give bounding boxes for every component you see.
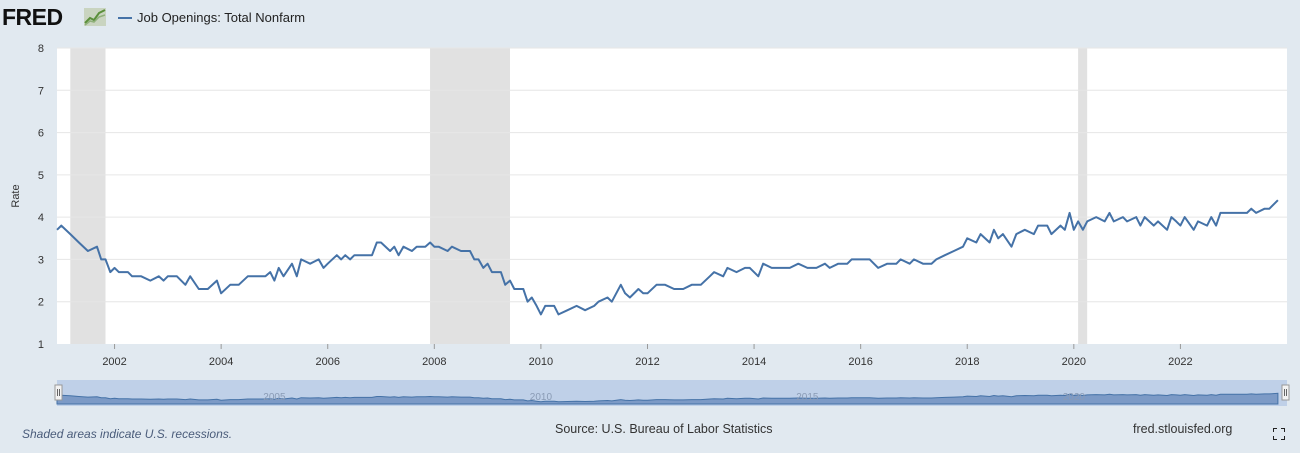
gridlines (57, 47, 1287, 303)
recession-note: Shaded areas indicate U.S. recessions. (22, 427, 233, 441)
y-axis-ticks: 1 2 3 4 5 6 7 8 (38, 43, 44, 351)
legend-series-swatch (118, 16, 132, 19)
recession-band (1078, 48, 1088, 344)
navigator-year-label: 2020 (1063, 392, 1086, 403)
x-tick-label: 2004 (209, 356, 233, 368)
x-tick-label: 2014 (742, 356, 766, 368)
x-tick-label: 2018 (955, 356, 979, 368)
navigator-left-handle-icon[interactable] (54, 384, 63, 401)
data-source: Source: U.S. Bureau of Labor Statistics (555, 422, 773, 436)
y-tick-label: 5 (38, 170, 44, 182)
x-tick-label: 2012 (635, 356, 659, 368)
fred-logo-graph-icon (84, 8, 106, 26)
time-navigator[interactable]: 2005 2010 2015 2020 (0, 380, 1300, 410)
navigator-year-label: 2010 (530, 392, 553, 403)
navigator-right-handle-icon[interactable] (1281, 384, 1290, 401)
navigator-year-label: 2015 (796, 392, 819, 403)
y-tick-label: 6 (38, 128, 44, 140)
x-tick-label: 2020 (1062, 356, 1086, 368)
y-axis-label: Rate (10, 184, 22, 207)
navigator-series-area (56, 392, 1279, 405)
x-tick-label: 2022 (1168, 356, 1192, 368)
y-tick-label: 1 (38, 339, 44, 351)
y-tick-label: 3 (38, 254, 44, 266)
x-tick-label: 2006 (315, 356, 339, 368)
y-tick-label: 7 (38, 85, 44, 97)
x-axis-ticks: 2002 2004 2006 2008 2010 2012 2014 2016 2018 2020… (102, 344, 1193, 368)
line-chart: 1 2 3 4 5 6 7 8 2002 2004 2006 2008 2010 2012 2014 201… (10, 43, 1287, 368)
recession-bands (70, 48, 1088, 344)
legend-series-label: Job Openings: Total Nonfarm (137, 10, 306, 25)
site-link[interactable]: fred.stlouisfed.org (1133, 422, 1233, 436)
recession-band (70, 48, 106, 344)
navigator-year-label: 2005 (263, 392, 286, 403)
y-tick-label: 8 (38, 43, 44, 55)
navigator-year-labels: 2005 2010 2015 2020 (263, 392, 1085, 403)
y-tick-label: 2 (38, 297, 44, 309)
plot-background (57, 48, 1287, 344)
chart-legend[interactable]: Job Openings: Total Nonfarm (118, 10, 305, 25)
x-tick-label: 2008 (422, 356, 446, 368)
recession-band (430, 48, 510, 344)
chart-header: FRED Job Openings: Total Nonfarm (0, 0, 1300, 36)
x-tick-label: 2010 (529, 356, 553, 368)
x-tick-label: 2016 (848, 356, 872, 368)
x-tick-label: 2002 (102, 356, 126, 368)
y-tick-label: 4 (38, 212, 44, 224)
fred-logo[interactable]: FRED (2, 4, 63, 30)
series-line-job-openings[interactable] (56, 199, 1279, 316)
fullscreen-icon[interactable] (1273, 428, 1285, 440)
